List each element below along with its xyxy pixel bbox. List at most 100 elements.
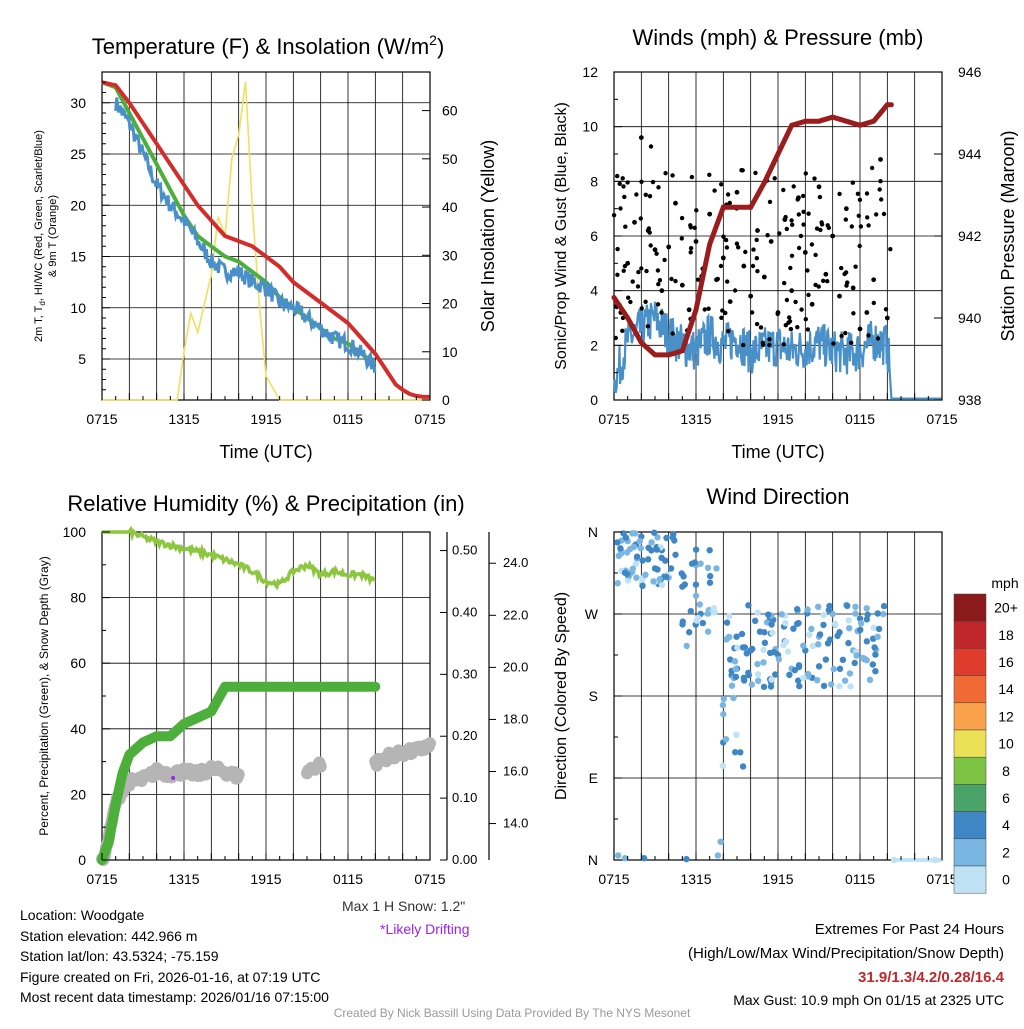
- direction-point: [874, 633, 881, 640]
- gust-point: [689, 174, 695, 180]
- gust-point: [648, 144, 654, 149]
- gust-point: [727, 299, 733, 304]
- direction-point: [743, 650, 750, 657]
- legend-label: 12: [998, 708, 1014, 724]
- gust-point: [632, 219, 637, 225]
- gust-point: [613, 335, 618, 341]
- gust-point: [821, 278, 826, 283]
- direction-point: [804, 673, 812, 680]
- direction-x-tick-label: 0715: [598, 871, 629, 887]
- gust-point: [878, 157, 883, 162]
- gust-point: [837, 293, 842, 299]
- direction-point: [820, 611, 827, 619]
- humidity-series: [96, 525, 436, 867]
- direction-point: [841, 677, 849, 684]
- gust-point: [843, 330, 848, 336]
- direction-point: [836, 665, 844, 672]
- gust-point: [853, 264, 858, 269]
- direction-point: [782, 620, 789, 627]
- gust-point: [621, 184, 626, 189]
- gust-point: [754, 256, 759, 261]
- gust-point: [725, 279, 730, 284]
- gust-point: [857, 197, 863, 202]
- direction-point: [760, 646, 767, 654]
- direction-point: [768, 621, 775, 628]
- direction-point: [624, 577, 632, 584]
- winds-panel: Winds (mph) & Pressure (mb) 0 2 4 6 8 10 12 93…: [553, 25, 1018, 462]
- direction-point: [720, 695, 727, 703]
- direction-point: [658, 581, 666, 588]
- winds-right-tick-label: 942: [958, 228, 982, 244]
- direction-point: [645, 544, 652, 551]
- direction-point: [765, 611, 772, 618]
- direction-point: [875, 625, 883, 633]
- direction-point: [704, 628, 712, 635]
- direction-point: [723, 636, 730, 643]
- humidity-left-tick-label: 60: [70, 655, 86, 671]
- winds-right-ticks: 938 940 942 944 946: [934, 64, 982, 408]
- gust-point: [638, 216, 643, 221]
- humidity-ylabel: Percent, Precipitation (Green), & Snow D…: [37, 556, 51, 835]
- gust-point: [656, 282, 661, 287]
- direction-point: [830, 665, 837, 673]
- humidity-left-tick-label: 100: [63, 524, 87, 540]
- gust-point: [741, 263, 747, 269]
- gust-point: [881, 211, 887, 217]
- direction-point: [706, 547, 713, 554]
- gust-point: [877, 187, 882, 192]
- extremes-title: Extremes For Past 24 Hours: [814, 921, 1004, 938]
- direction-point: [692, 592, 700, 599]
- legend-label: 16: [998, 654, 1014, 670]
- direction-point: [633, 553, 641, 560]
- gust-point: [864, 310, 870, 315]
- gust-point: [830, 233, 836, 239]
- gust-point: [719, 182, 724, 187]
- snow-depth-line: [96, 760, 245, 867]
- gust-point: [767, 199, 773, 205]
- gust-point: [799, 307, 804, 312]
- winds-x-tick-label: 0115: [845, 411, 875, 427]
- direction-point: [796, 682, 803, 690]
- winds-x-tick-label: 0715: [598, 411, 629, 427]
- temperature-left-ticks: 5 10 15 20 25 30: [70, 81, 110, 391]
- winds-x-tick-label: 0715: [926, 411, 957, 427]
- gust-point: [768, 239, 774, 244]
- direction-point: [663, 534, 670, 542]
- drifting-marker: [171, 776, 176, 780]
- direction-point: [697, 560, 704, 567]
- gust-point: [879, 197, 884, 202]
- gust-point: [692, 225, 697, 230]
- direction-point: [780, 642, 787, 649]
- direction-point: [739, 644, 747, 651]
- direction-point: [636, 538, 643, 545]
- gust-point: [871, 300, 876, 306]
- gust-point: [865, 215, 870, 220]
- gust-point: [884, 315, 890, 321]
- station-info: Location: Woodgate Station elevation: 44…: [20, 905, 329, 1008]
- direction-grid: [614, 532, 942, 860]
- gust-point: [755, 269, 760, 274]
- legend-swatch: [953, 784, 987, 812]
- gust-point: [748, 293, 754, 299]
- temperature-right-tick-label: 0: [442, 392, 450, 408]
- direction-point: [794, 606, 801, 613]
- direction-point: [748, 681, 755, 688]
- direction-point: [614, 852, 622, 859]
- gust-point: [652, 247, 658, 253]
- direction-point: [863, 616, 870, 623]
- direction-point: [795, 677, 802, 684]
- legend-swatch: [953, 729, 987, 758]
- direction-point: [814, 677, 821, 684]
- gust-point: [761, 274, 767, 280]
- direction-point: [815, 663, 823, 670]
- temperature-title: Temperature (F) & Insolation (W/m2): [92, 32, 445, 59]
- gust-point: [783, 323, 788, 328]
- direction-point: [651, 529, 658, 536]
- direction-point: [654, 534, 661, 541]
- gust-point: [814, 226, 820, 231]
- gust-point: [805, 268, 810, 273]
- direction-point: [834, 632, 841, 640]
- winds-ylabel-right: Station Pressure (Maroon): [998, 130, 1018, 341]
- direction-point: [806, 631, 813, 638]
